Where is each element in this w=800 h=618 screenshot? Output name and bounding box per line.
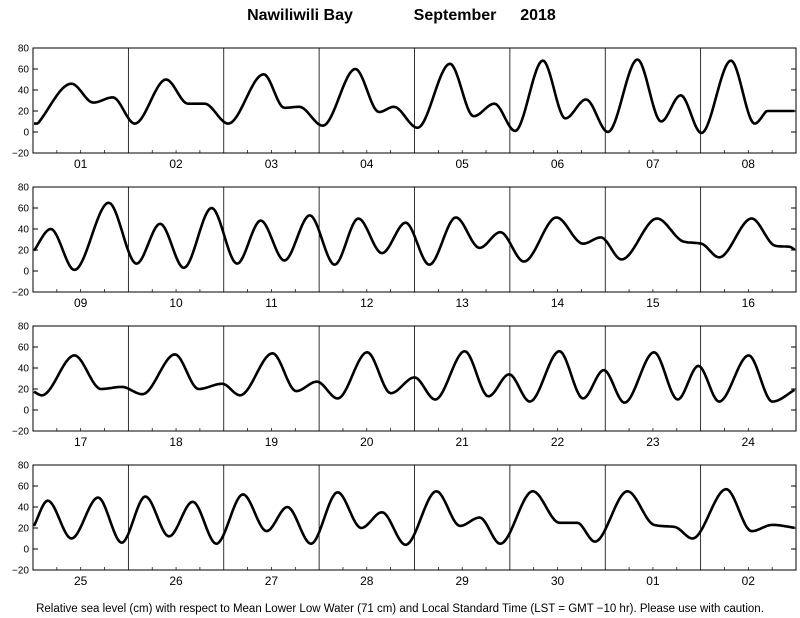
y-tick-label: 0 <box>23 545 29 556</box>
y-tick-label: 20 <box>18 524 30 535</box>
day-label: 14 <box>551 296 565 310</box>
y-tick-label: −20 <box>12 149 29 160</box>
y-tick-label: 80 <box>18 461 30 472</box>
y-tick-label: 40 <box>18 364 30 375</box>
day-label: 15 <box>646 296 660 310</box>
day-label: 23 <box>646 435 660 449</box>
day-label: 13 <box>456 296 470 310</box>
y-tick-label: 20 <box>18 246 30 257</box>
day-label: 08 <box>742 157 756 171</box>
y-tick-label: 20 <box>18 107 30 118</box>
day-label: 26 <box>169 574 183 588</box>
day-label: 19 <box>265 435 279 449</box>
y-tick-label: 40 <box>18 86 30 97</box>
day-label: 03 <box>265 157 279 171</box>
y-tick-label: 80 <box>18 322 30 333</box>
y-tick-label: 40 <box>18 225 30 236</box>
y-tick-label: 0 <box>23 128 29 139</box>
day-label: 02 <box>169 157 183 171</box>
day-label: 10 <box>169 296 183 310</box>
day-label: 20 <box>360 435 374 449</box>
tide-series-line <box>34 58 795 135</box>
day-label: 01 <box>646 574 660 588</box>
day-label: 09 <box>74 296 88 310</box>
day-label: 16 <box>742 296 756 310</box>
day-label: 27 <box>265 574 279 588</box>
day-label: 01 <box>74 157 88 171</box>
day-label: 29 <box>456 574 470 588</box>
y-tick-label: 60 <box>18 65 30 76</box>
tide-series-line <box>32 487 795 547</box>
day-label: 18 <box>169 435 183 449</box>
y-tick-label: −20 <box>12 288 29 299</box>
day-label: 05 <box>456 157 470 171</box>
day-label: 04 <box>360 157 374 171</box>
day-label: 25 <box>74 574 88 588</box>
day-label: 02 <box>742 574 756 588</box>
y-tick-label: 0 <box>23 267 29 278</box>
y-tick-label: 80 <box>18 44 30 55</box>
day-label: 12 <box>360 296 374 310</box>
footnote: Relative sea level (cm) with respect to … <box>36 603 764 615</box>
day-label: 30 <box>551 574 565 588</box>
y-tick-label: 0 <box>23 406 29 417</box>
day-label: 07 <box>646 157 660 171</box>
tide-series-line <box>33 349 796 404</box>
y-tick-label: −20 <box>12 566 29 577</box>
y-tick-label: 20 <box>18 385 30 396</box>
chart-title-month: September <box>414 7 497 24</box>
y-tick-label: 40 <box>18 503 30 514</box>
day-label: 17 <box>74 435 88 449</box>
chart-title-year: 2018 <box>520 7 556 24</box>
day-label: 22 <box>551 435 565 449</box>
chart-title-location: Nawiliwili Bay <box>247 7 353 24</box>
day-label: 11 <box>265 296 278 310</box>
day-label: 21 <box>456 435 470 449</box>
y-tick-label: 60 <box>18 343 30 354</box>
y-tick-label: 60 <box>18 204 30 215</box>
tide-series-line <box>32 201 796 272</box>
day-label: 06 <box>551 157 565 171</box>
y-tick-label: −20 <box>12 427 29 438</box>
day-label: 28 <box>360 574 374 588</box>
day-label: 24 <box>742 435 756 449</box>
y-tick-label: 80 <box>18 183 30 194</box>
y-tick-label: 60 <box>18 482 30 493</box>
